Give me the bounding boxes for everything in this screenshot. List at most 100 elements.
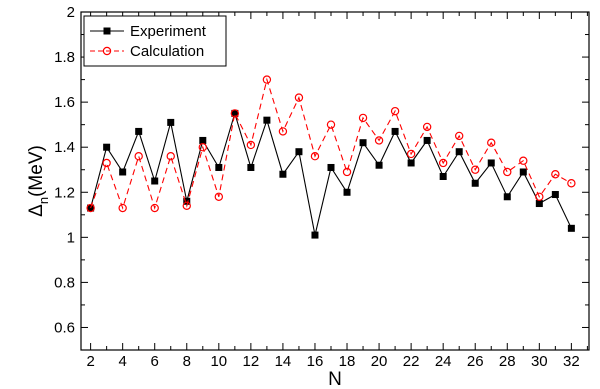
experiment-point: [391, 127, 399, 135]
x-tick-label: 16: [307, 353, 324, 370]
calculation-point: [198, 142, 207, 152]
x-tick-label: 24: [435, 353, 452, 370]
experiment-point: [359, 139, 367, 147]
experiment-point: [103, 143, 111, 151]
x-tick-label: 30: [531, 353, 548, 370]
experiment-point: [439, 172, 447, 180]
x-tick-label: 14: [275, 353, 292, 370]
x-axis-title: N: [328, 369, 342, 389]
experiment-point: [279, 170, 287, 178]
experiment-point: [535, 200, 543, 208]
calculation-point: [294, 93, 304, 102]
calculation-point: [487, 138, 496, 147]
calculation-point: [535, 192, 544, 201]
experiment-point: [407, 159, 415, 167]
calculation-point: [342, 167, 352, 177]
legend-calculation-label: Calculation: [130, 43, 204, 60]
experiment-point: [327, 163, 335, 171]
calculation-point: [262, 75, 272, 84]
experiment-point: [247, 163, 255, 171]
y-tick-label: 2: [67, 4, 75, 21]
experiment-point: [503, 193, 511, 201]
experiment-point: [295, 148, 303, 156]
calculation-point: [358, 113, 368, 123]
experiment-point: [231, 109, 239, 117]
experiment-point: [87, 204, 95, 212]
experiment-point: [423, 136, 431, 144]
experiment-series-line: [90, 111, 572, 236]
calculation-point: [230, 109, 240, 118]
x-tick-label: 4: [118, 353, 126, 370]
legend: Experiment Calculation: [83, 15, 227, 67]
calculation-point: [438, 158, 448, 168]
calculation-point: [454, 131, 464, 141]
x-tick-label: 26: [467, 353, 484, 370]
calculation-point: [374, 136, 384, 145]
experiment-point: [183, 197, 191, 205]
x-tick-label: 8: [183, 353, 191, 370]
experiment-point: [375, 161, 383, 169]
calculation-series-line: [90, 77, 572, 210]
calculation-point: [471, 165, 480, 174]
experiment-point: [343, 188, 351, 196]
x-tick-label: 32: [563, 353, 580, 370]
calculation-point: [519, 156, 528, 165]
x-tick-label: 12: [243, 353, 260, 370]
y-tick-label: 0.6: [54, 319, 75, 336]
y-tick-label: 1.2: [54, 184, 75, 201]
experiment-point: [311, 231, 319, 239]
calculation-point: [503, 167, 512, 177]
experiment-point: [455, 148, 463, 156]
y-axis-title-subscript: n: [36, 197, 51, 204]
legend-calculation-marker: [102, 46, 112, 56]
x-tick-label: 18: [339, 353, 356, 370]
calculation-point: [551, 170, 560, 179]
experiment-point: [199, 136, 207, 144]
calculation-point: [326, 120, 336, 129]
experiment-point: [135, 127, 143, 135]
calculation-point: [102, 158, 111, 168]
y-tick-label: 1.6: [54, 94, 75, 111]
calculation-point: [150, 203, 159, 213]
calculation-point: [422, 122, 432, 132]
y-axis-title-unit: (MeV): [26, 145, 47, 197]
legend-experiment-marker: [103, 27, 111, 35]
experiment-point: [567, 224, 575, 232]
y-tick-label: 1.4: [54, 139, 75, 156]
calculation-point: [567, 179, 576, 188]
experiment-point: [471, 179, 479, 187]
experiment-point: [215, 163, 223, 171]
y-tick-labels: 0.6 0.8 1 1.2 1.4 1.6 1.8 2: [54, 4, 75, 336]
calculation-point: [118, 203, 127, 213]
x-tick-labels: 2 4 6 8 10 12 14 16 18 20 22 24 26 28 30 32: [86, 353, 579, 370]
calculation-point: [278, 127, 288, 136]
x-tick-label: 28: [499, 353, 516, 370]
calculation-point: [406, 149, 416, 159]
x-tick-label: 10: [210, 353, 227, 370]
experiment-point: [151, 177, 159, 185]
experiment-point: [519, 168, 527, 176]
legend-box: [83, 15, 227, 67]
calculation-point: [390, 106, 400, 116]
experiment-point: [167, 118, 175, 126]
legend-experiment-label: Experiment: [130, 23, 207, 40]
calculation-point: [86, 203, 95, 213]
experiment-point: [263, 116, 271, 124]
plot-frame: [80, 11, 590, 351]
y-axis-title: Δn(MeV): [26, 145, 51, 217]
calculation-point: [166, 152, 175, 161]
calculation-point: [246, 140, 256, 150]
calculation-point: [214, 192, 224, 201]
y-tick-label: 1.8: [54, 49, 75, 66]
calculation-point: [182, 201, 191, 210]
x-tick-label: 6: [151, 353, 159, 370]
experiment-point: [487, 159, 495, 167]
calculation-point: [134, 152, 143, 161]
x-tick-label: 22: [403, 353, 420, 370]
series-layer: [86, 75, 576, 239]
experiment-point: [551, 191, 559, 199]
x-tick-label: 20: [371, 353, 388, 370]
experiment-point: [119, 168, 127, 176]
calculation-point: [310, 152, 320, 161]
